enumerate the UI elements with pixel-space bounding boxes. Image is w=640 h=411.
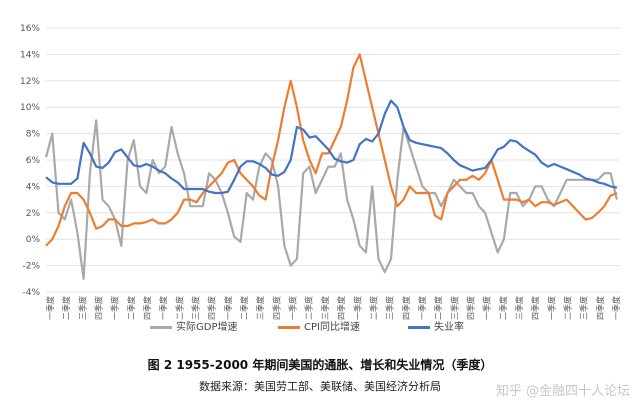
line-chart: -4% -2% 0% 2% 4% 6% 8% 10% 12% 14% 16% 1955一季度 1956… <box>20 24 621 320</box>
y-tick-label: -2% <box>22 262 40 272</box>
x-tick-label: 1987三季度 <box>449 296 459 320</box>
x-tick-label: 1955一季度 <box>45 296 55 320</box>
x-tick-label: 1983四季度 <box>401 296 411 320</box>
y-tick-label: 14% <box>20 50 40 60</box>
x-tick-label: 1981二季度 <box>368 296 378 320</box>
legend-swatch-gdp <box>150 325 172 329</box>
x-tick-label: 1975一季度 <box>288 296 298 320</box>
data-source: 数据来源：美国劳工部、美联储、美国经济分析局 <box>199 380 441 393</box>
legend-swatch-cpi <box>278 325 300 329</box>
x-tick-label: 1985一季度 <box>417 296 427 320</box>
x-tick-label: 1982三季度 <box>385 296 395 320</box>
figure-caption: 图 2 1955-2000 年期间美国的通胀、增长和失业情况（季度） <box>147 358 493 372</box>
y-tick-label: 0% <box>26 235 41 245</box>
legend-label-cpi: CPI同比增速 <box>304 322 360 333</box>
x-tick-label: 1988四季度 <box>465 296 475 320</box>
y-tick-label: 12% <box>20 77 40 87</box>
x-tick-label: 1986二季度 <box>433 296 443 320</box>
y-tick-label: 8% <box>26 130 41 140</box>
y-tick-label: 2% <box>26 209 41 219</box>
x-tick-label: 1967三季度 <box>191 296 201 320</box>
x-tick-label: 1965一季度 <box>158 296 168 320</box>
series-line-0 <box>44 119 618 280</box>
x-tick-label: 1977三季度 <box>320 296 330 320</box>
x-tick-label: 1996二季度 <box>562 296 572 320</box>
legend-item-unemployment: 失业率 <box>408 320 464 336</box>
legend: 实际GDP增速 CPI同比增速 失业率 <box>150 320 510 336</box>
x-tick-label: 1958四季度 <box>94 296 104 320</box>
x-tick-label: 1957三季度 <box>77 296 87 320</box>
x-tick-label: 1993四季度 <box>530 296 540 320</box>
y-tick-label: 4% <box>26 182 41 192</box>
x-tick-label: 1980一季度 <box>352 296 362 320</box>
legend-label-unemployment: 失业率 <box>434 322 464 333</box>
x-tick-label: 1970一季度 <box>223 296 233 320</box>
x-tick-label: 1956二季度 <box>61 296 71 320</box>
x-tick-label: 1971二季度 <box>239 296 249 320</box>
x-axis-tick-labels: 1955一季度 1956二季度 1957三季度 1958四季度 1961一季度 1962二… <box>45 296 621 320</box>
y-tick-label: 6% <box>26 156 41 166</box>
x-tick-label: 1963四季度 <box>142 296 152 320</box>
y-tick-label: 10% <box>20 103 40 113</box>
series-line-2 <box>45 99 618 195</box>
y-axis-tick-labels: -4% -2% 0% 2% 4% 6% 8% 10% 12% 14% 16% <box>20 24 40 298</box>
x-tick-label: 1997三季度 <box>579 296 589 320</box>
x-tick-label: 1991二季度 <box>498 296 508 320</box>
x-tick-label: 1962二季度 <box>126 296 136 320</box>
y-tick-label: -4% <box>22 288 40 298</box>
legend-label-gdp: 实际GDP增速 <box>176 322 238 333</box>
x-tick-label: 2000一季度 <box>611 296 621 320</box>
x-tick-label: 1998四季度 <box>595 296 605 320</box>
legend-item-cpi: CPI同比增速 <box>278 320 360 336</box>
legend-item-gdp: 实际GDP增速 <box>150 320 237 336</box>
series-line-1 <box>45 53 618 247</box>
x-tick-label: 1976二季度 <box>304 296 314 320</box>
gridlines <box>46 27 620 293</box>
x-tick-label: 1968四季度 <box>207 296 217 320</box>
y-tick-label: 16% <box>20 24 40 34</box>
x-tick-label: 1978四季度 <box>336 296 346 320</box>
series-lines <box>44 53 618 280</box>
x-tick-label: 1972三季度 <box>255 296 265 320</box>
x-tick-label: 1992三季度 <box>514 296 524 320</box>
x-tick-label: 1973四季度 <box>271 296 281 320</box>
legend-swatch-unemployment <box>408 325 430 329</box>
x-tick-label: 1966二季度 <box>174 296 184 320</box>
x-tick-label: 1995一季度 <box>546 296 556 320</box>
x-tick-label: 1990一季度 <box>482 296 492 320</box>
x-tick-label: 1961一季度 <box>110 296 120 320</box>
watermark: 知乎 @金融四十人论坛 <box>495 384 630 399</box>
